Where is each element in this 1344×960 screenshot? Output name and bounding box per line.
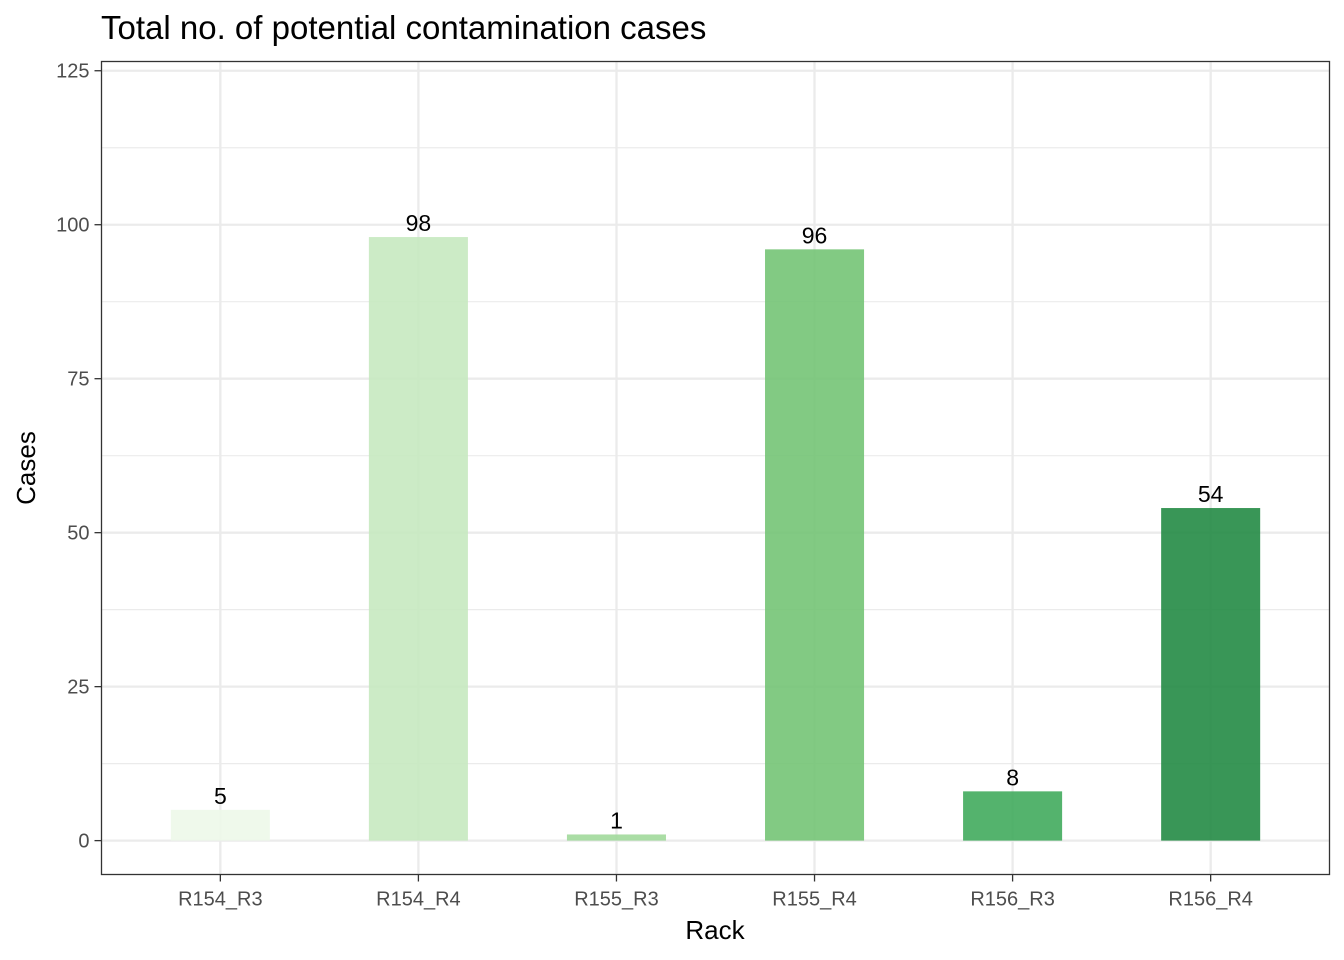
grid-lines (101, 61, 1330, 875)
x-tick-label: R155_R4 (772, 889, 857, 911)
chart-title: Total no. of potential contamination cas… (101, 9, 706, 46)
x-tick-label: R155_R3 (574, 889, 659, 911)
bar-r154-r3 (170, 809, 270, 841)
axes: 0 25 50 75 100 125 R154_R3 R154_R4 R155_R3 R155_R… (56, 61, 1253, 911)
y-tick-label: 100 (56, 215, 89, 237)
x-axis-title: Rack (685, 915, 745, 945)
bar-r156-r3 (963, 791, 1063, 841)
bar-r154-r4 (368, 237, 468, 841)
bar-r155-r4 (765, 249, 865, 841)
y-tick-label: 0 (78, 831, 89, 853)
x-tick-label: R156_R3 (970, 889, 1055, 911)
bar-r155-r3 (566, 834, 666, 841)
data-label: 54 (1198, 481, 1224, 507)
bar-r156-r4 (1161, 508, 1261, 841)
data-label: 98 (406, 210, 432, 236)
y-tick-label: 125 (56, 61, 89, 83)
x-tick-label: R154_R3 (178, 889, 263, 911)
data-labels: 5 98 1 96 8 54 (214, 210, 1224, 833)
x-tick-label: R156_R4 (1168, 889, 1253, 911)
data-label: 96 (802, 222, 828, 248)
y-tick-label: 25 (67, 677, 89, 699)
y-tick-label: 50 (67, 523, 89, 545)
data-label: 8 (1006, 764, 1019, 790)
data-label: 5 (214, 783, 227, 809)
data-label: 1 (610, 807, 623, 833)
y-axis-title: Cases (11, 431, 41, 505)
bars (170, 237, 1261, 841)
plot-panel-border (100, 60, 1331, 876)
x-tick-label: R154_R4 (376, 889, 461, 911)
y-tick-label: 75 (67, 369, 89, 391)
